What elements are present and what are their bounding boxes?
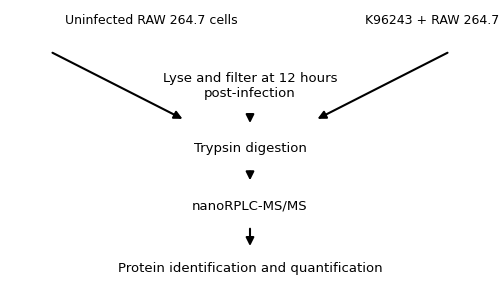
Text: Protein identification and quantification: Protein identification and quantificatio… — [118, 262, 382, 275]
Text: K96243 + RAW 264.7 cells (MOI = 10): K96243 + RAW 264.7 cells (MOI = 10) — [365, 14, 500, 27]
Text: nanoRPLC-MS/MS: nanoRPLC-MS/MS — [192, 199, 308, 212]
Text: Lyse and filter at 12 hours
post-infection: Lyse and filter at 12 hours post-infecti… — [163, 72, 337, 100]
Text: Uninfected RAW 264.7 cells: Uninfected RAW 264.7 cells — [65, 14, 238, 27]
Text: Trypsin digestion: Trypsin digestion — [194, 142, 306, 155]
